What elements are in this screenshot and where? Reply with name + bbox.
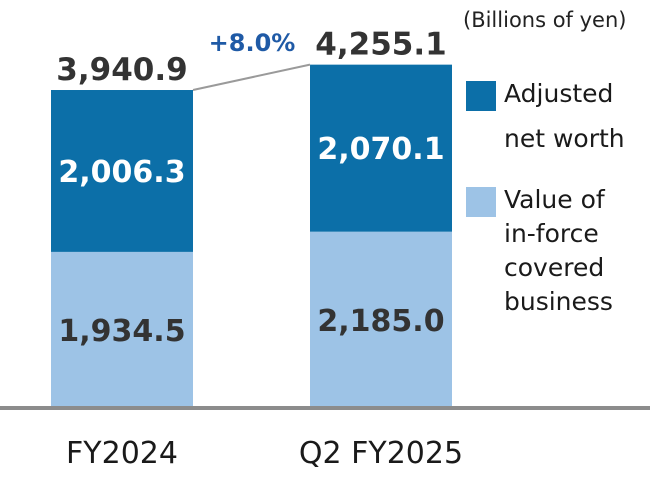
growth-connector-line (192, 63, 311, 91)
legend-swatch-value-of-in-force (466, 187, 496, 217)
unit-label: (Billions of yen) (463, 8, 627, 32)
data-label-adjusted-net-worth-1: 2,070.1 (317, 132, 444, 167)
legend-label-value-of-in-force: Value of in-force covered business (504, 185, 613, 316)
legend-swatch-adjusted-net-worth (466, 81, 496, 111)
bar-value-in-force-1 (310, 231, 452, 408)
data-label-value-in-force-1: 2,185.0 (317, 304, 444, 339)
bar-value-in-force-0 (51, 251, 193, 408)
legend-item-adjusted-net-worth: Adjusted net worth (466, 77, 644, 161)
total-label-1: 4,255.1 (315, 27, 446, 63)
bar-adjusted-net-worth-1 (310, 64, 452, 232)
x-tick-label-0: FY2024 (66, 436, 178, 471)
bar-adjusted-net-worth-0 (51, 90, 193, 252)
legend-label-adjusted-net-worth: Adjusted net worth (504, 79, 625, 153)
x-tick-label-1: Q2 FY2025 (299, 436, 463, 471)
legend-item-value-of-in-force: Value of in-force covered business (466, 183, 644, 319)
data-label-value-in-force-0: 1,934.5 (58, 314, 185, 349)
growth-label: +8.0% (209, 29, 296, 57)
data-label-adjusted-net-worth-0: 2,006.3 (58, 155, 185, 190)
total-label-0: 3,940.9 (56, 52, 187, 88)
